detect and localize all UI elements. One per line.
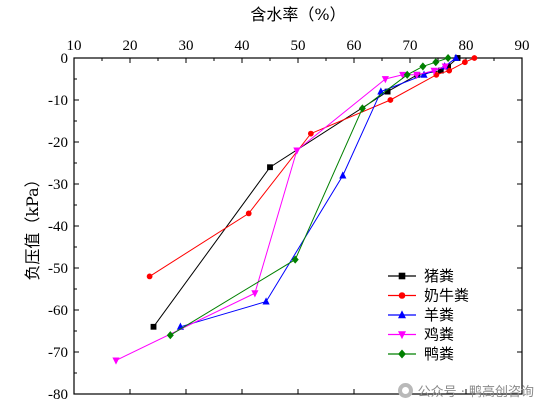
data-point bbox=[420, 70, 428, 78]
series-1 bbox=[146, 55, 478, 280]
legend-item: 猪粪 bbox=[388, 267, 454, 285]
x-tick-label: 90 bbox=[515, 38, 530, 54]
legend-label: 羊粪 bbox=[424, 306, 454, 324]
data-point bbox=[293, 147, 301, 155]
data-point bbox=[146, 273, 153, 280]
data-point bbox=[419, 62, 427, 71]
y-tick-label: -60 bbox=[48, 303, 68, 319]
legend-marker bbox=[398, 272, 406, 280]
y-tick-label: -70 bbox=[48, 345, 68, 361]
data-point bbox=[267, 164, 273, 171]
data-point bbox=[262, 297, 270, 305]
legend-label: 猪粪 bbox=[424, 267, 454, 285]
series-line bbox=[180, 57, 457, 328]
series-line bbox=[170, 57, 449, 336]
data-point bbox=[471, 55, 478, 61]
series-2 bbox=[176, 53, 460, 330]
y-tick-label: -50 bbox=[48, 261, 68, 277]
data-point bbox=[387, 97, 394, 103]
legend-item: 羊粪 bbox=[388, 306, 454, 324]
x-tick-label: 40 bbox=[235, 38, 250, 54]
legend-label: 鸡粪 bbox=[424, 326, 454, 344]
x-tick-label: 80 bbox=[459, 38, 474, 54]
data-point bbox=[432, 58, 440, 67]
y-tick-label: -10 bbox=[48, 93, 68, 109]
data-point bbox=[444, 53, 452, 63]
series-3 bbox=[112, 63, 449, 365]
series-layer bbox=[112, 53, 478, 365]
axes: 10 20 30 40 50 60 70 80 90 0 -10 -20 -30 -40 -50 -60 -70… bbox=[23, 5, 530, 403]
data-point bbox=[150, 323, 157, 330]
y-tick-label: -30 bbox=[48, 177, 68, 193]
legend-item: 鸭粪 bbox=[388, 345, 454, 363]
data-point bbox=[413, 71, 421, 80]
series-0 bbox=[150, 55, 461, 330]
legend-marker bbox=[398, 292, 406, 299]
x-tick-label: 10 bbox=[67, 38, 82, 54]
series-line bbox=[153, 57, 458, 328]
y-tick-label: 0 bbox=[61, 51, 69, 67]
data-point bbox=[403, 70, 411, 79]
y-tick-label: -80 bbox=[48, 387, 68, 403]
series-line bbox=[149, 57, 475, 277]
x-tick-label: 20 bbox=[123, 38, 138, 54]
data-point bbox=[461, 59, 468, 66]
data-point bbox=[251, 290, 259, 298]
y-tick-label: -40 bbox=[48, 219, 68, 235]
legend-label: 奶牛粪 bbox=[424, 287, 469, 305]
data-point bbox=[452, 53, 460, 61]
data-point bbox=[358, 104, 366, 113]
legend-label: 鸭粪 bbox=[424, 345, 454, 363]
data-point bbox=[381, 76, 389, 84]
data-point bbox=[245, 210, 252, 217]
data-point bbox=[291, 255, 299, 264]
plot-frame bbox=[73, 57, 523, 395]
watermark: 公众号 · 鸭高创咨询 bbox=[397, 381, 534, 400]
data-point bbox=[112, 357, 120, 365]
series-line bbox=[115, 65, 446, 361]
legend-item: 鸡粪 bbox=[388, 326, 454, 344]
x-tick-label: 70 bbox=[403, 38, 418, 54]
legend-marker bbox=[398, 331, 406, 340]
data-point bbox=[339, 171, 347, 179]
series-4 bbox=[166, 53, 452, 340]
data-point bbox=[433, 71, 440, 78]
data-point bbox=[441, 63, 449, 71]
watermark-text: 公众号 · 鸭高创咨询 bbox=[417, 385, 534, 400]
data-point bbox=[430, 67, 438, 75]
data-point bbox=[307, 130, 314, 137]
wechat-icon bbox=[397, 383, 413, 398]
legend-marker bbox=[398, 349, 406, 359]
y-tick-label: -20 bbox=[48, 135, 68, 151]
data-point bbox=[166, 331, 174, 340]
x-tick-label: 60 bbox=[347, 38, 362, 54]
x-axis-title: 含水率（%） bbox=[250, 5, 345, 24]
x-tick-label: 50 bbox=[291, 38, 306, 54]
y-axis-title: 负压值（kPa） bbox=[23, 171, 42, 280]
legend-marker bbox=[398, 310, 406, 319]
legend-item: 奶牛粪 bbox=[388, 287, 469, 305]
x-tick-label: 30 bbox=[179, 38, 194, 54]
